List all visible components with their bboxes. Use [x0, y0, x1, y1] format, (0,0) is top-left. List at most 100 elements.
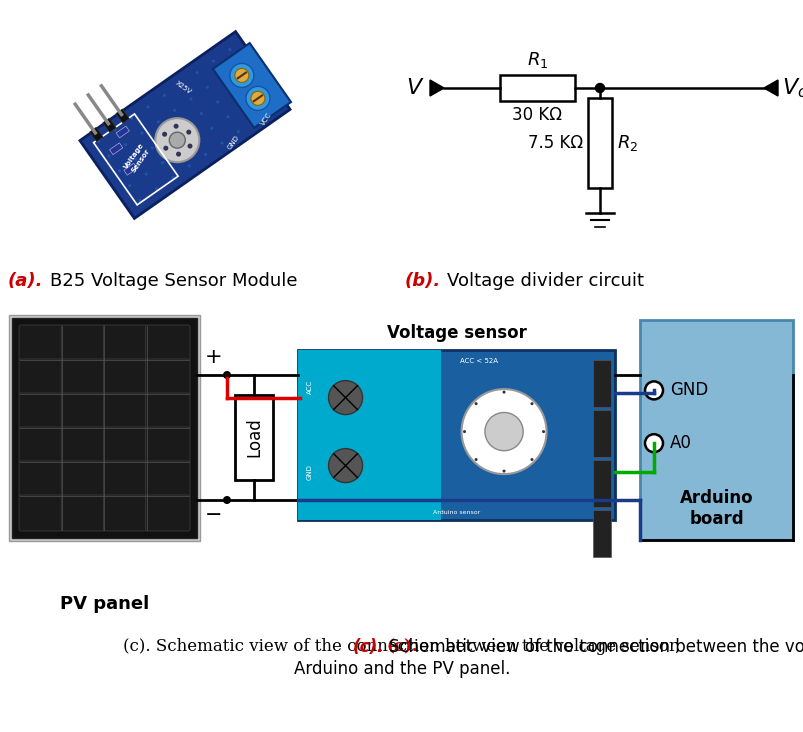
Text: $R_1$: $R_1$ [526, 50, 548, 70]
Circle shape [150, 146, 153, 149]
FancyBboxPatch shape [61, 427, 105, 463]
Circle shape [463, 430, 466, 433]
Text: ACC: ACC [307, 381, 312, 395]
Circle shape [228, 48, 231, 51]
Circle shape [190, 97, 193, 100]
FancyBboxPatch shape [104, 461, 148, 497]
Circle shape [157, 120, 160, 123]
Circle shape [461, 389, 546, 474]
Circle shape [206, 86, 209, 89]
Circle shape [237, 130, 239, 133]
Text: (c).: (c). [353, 638, 384, 656]
Polygon shape [124, 163, 137, 175]
FancyBboxPatch shape [104, 325, 148, 361]
Circle shape [243, 104, 246, 107]
Bar [298, 350, 614, 520]
Circle shape [155, 118, 199, 163]
Circle shape [138, 199, 141, 202]
Circle shape [179, 83, 182, 86]
Circle shape [113, 128, 116, 132]
Bar [593, 510, 610, 557]
Circle shape [474, 458, 477, 461]
Text: GND: GND [307, 465, 312, 480]
FancyBboxPatch shape [61, 495, 105, 531]
Bar [234, 395, 273, 480]
Circle shape [108, 154, 111, 157]
FancyBboxPatch shape [19, 325, 63, 361]
Polygon shape [90, 127, 103, 142]
Text: $R_2$: $R_2$ [616, 133, 638, 153]
Circle shape [251, 92, 264, 105]
Circle shape [502, 391, 505, 394]
Circle shape [145, 173, 148, 176]
FancyBboxPatch shape [19, 393, 63, 429]
Circle shape [141, 132, 143, 135]
Polygon shape [109, 143, 123, 154]
FancyBboxPatch shape [61, 461, 105, 497]
Circle shape [212, 59, 214, 63]
Text: PV panel: PV panel [59, 595, 149, 613]
Bar [593, 410, 610, 457]
Circle shape [97, 140, 100, 143]
Bar [587, 98, 611, 188]
Text: B25 Voltage Sensor Module: B25 Voltage Sensor Module [50, 272, 297, 290]
Circle shape [169, 132, 185, 148]
Circle shape [176, 152, 181, 157]
Bar [593, 460, 610, 507]
FancyBboxPatch shape [104, 393, 148, 429]
Circle shape [134, 158, 137, 161]
Circle shape [194, 138, 197, 141]
Circle shape [163, 94, 165, 97]
FancyBboxPatch shape [61, 359, 105, 395]
FancyBboxPatch shape [104, 359, 148, 395]
Text: Voltage divider circuit: Voltage divider circuit [446, 272, 643, 290]
FancyBboxPatch shape [145, 427, 190, 463]
Text: Voltage
Sensor: Voltage Sensor [124, 142, 151, 174]
Circle shape [230, 64, 254, 87]
Text: Voltage sensor: Voltage sensor [386, 324, 526, 342]
Polygon shape [430, 80, 443, 96]
Circle shape [128, 184, 131, 187]
Polygon shape [116, 126, 129, 138]
Circle shape [171, 176, 174, 179]
Circle shape [161, 161, 164, 164]
Circle shape [328, 381, 362, 414]
Polygon shape [116, 109, 129, 124]
Circle shape [216, 100, 219, 103]
Text: Load: Load [245, 418, 263, 458]
Bar [12, 318, 197, 538]
Circle shape [222, 496, 230, 504]
Circle shape [162, 132, 167, 137]
Text: VCC: VCC [259, 112, 273, 127]
Circle shape [155, 187, 158, 190]
Circle shape [173, 109, 176, 112]
Circle shape [222, 371, 230, 379]
Text: GND: GND [669, 381, 707, 400]
Circle shape [530, 402, 533, 406]
Text: $V_{out}$: $V_{out}$ [781, 76, 803, 100]
FancyBboxPatch shape [19, 427, 63, 463]
FancyBboxPatch shape [145, 461, 190, 497]
Text: Schematic view of the connection between the voltage sensor,: Schematic view of the connection between… [389, 638, 803, 656]
Polygon shape [213, 43, 291, 128]
Circle shape [234, 68, 249, 83]
Text: 30 KΩ: 30 KΩ [512, 106, 562, 124]
Text: Arduino and the PV panel.: Arduino and the PV panel. [293, 660, 510, 678]
Circle shape [146, 105, 149, 108]
Circle shape [167, 135, 170, 138]
FancyBboxPatch shape [145, 325, 190, 361]
Circle shape [269, 107, 272, 110]
FancyBboxPatch shape [145, 359, 190, 395]
Bar [9, 315, 200, 541]
Text: (c). Schematic view of the connection between the voltage sensor,: (c). Schematic view of the connection be… [123, 638, 680, 655]
FancyBboxPatch shape [104, 495, 148, 531]
FancyBboxPatch shape [19, 461, 63, 497]
Text: (c).: (c). [385, 638, 418, 655]
Text: (a).: (a). [8, 272, 43, 290]
Circle shape [644, 434, 662, 452]
Text: −: − [205, 505, 222, 525]
Circle shape [595, 83, 604, 92]
Polygon shape [763, 80, 777, 96]
Circle shape [259, 92, 262, 95]
Polygon shape [103, 118, 116, 132]
